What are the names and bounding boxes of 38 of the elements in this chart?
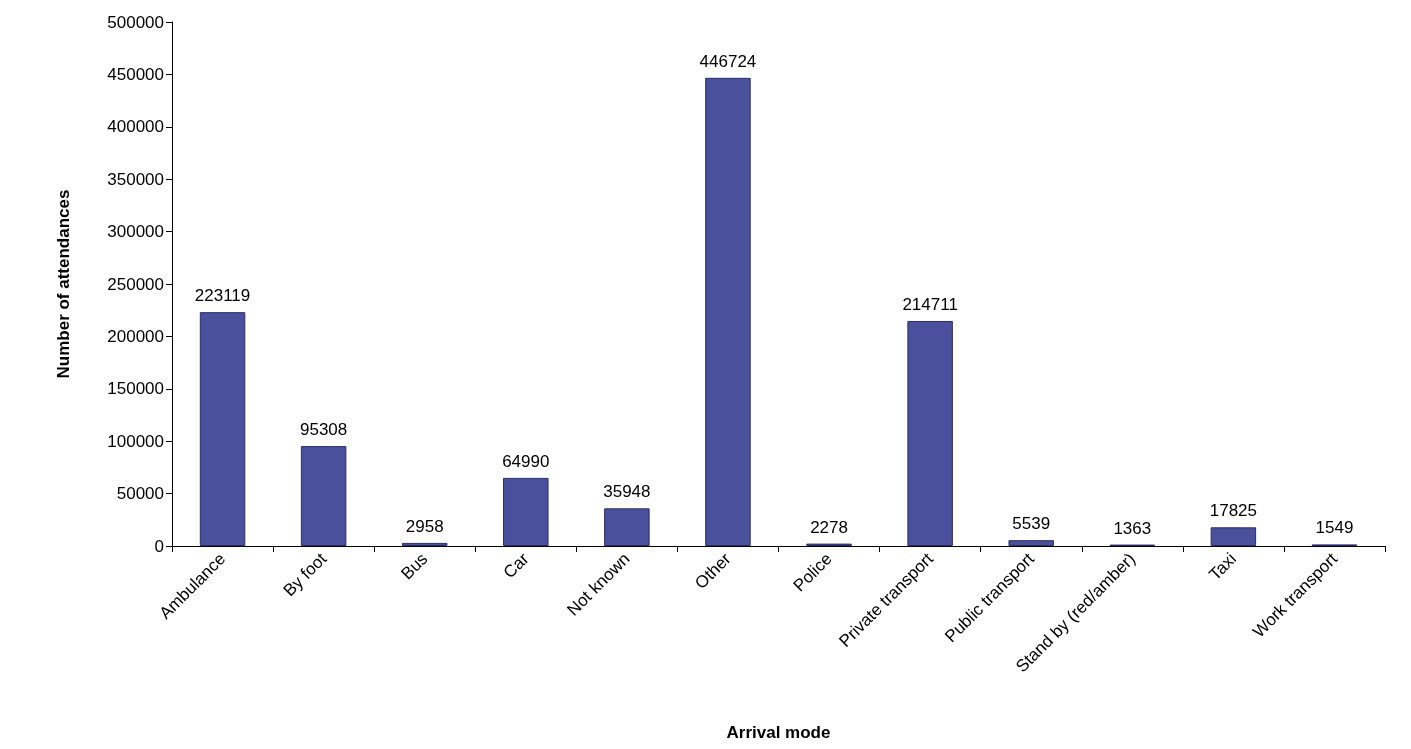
- bar: [503, 477, 549, 546]
- x-axis-title: Arrival mode: [726, 723, 831, 742]
- data-label: 5539: [1012, 514, 1051, 534]
- data-label: 223119: [194, 286, 251, 306]
- y-tick-label: 50000: [116, 484, 164, 504]
- bar: [604, 508, 650, 546]
- data-label: 1549: [1315, 518, 1354, 538]
- bar: [1008, 540, 1054, 546]
- bar: [907, 320, 953, 546]
- data-label: 1363: [1113, 518, 1152, 538]
- y-tick-label: 300000: [107, 222, 164, 242]
- data-label: 2278: [810, 517, 848, 537]
- bar: [401, 542, 448, 546]
- y-tick-label: 500000: [107, 12, 164, 32]
- x-tick-label: By foot: [279, 549, 331, 601]
- data-label: 95308: [299, 420, 348, 440]
- y-tick-label: 150000: [107, 379, 164, 399]
- data-label: 17825: [1209, 501, 1258, 521]
- bar: [705, 77, 751, 546]
- y-tick-label: 250000: [107, 274, 164, 294]
- x-tick-label: Taxi: [1205, 549, 1241, 585]
- bar: [1210, 527, 1257, 546]
- data-label: 214711: [902, 294, 958, 314]
- x-tick-label: Bus: [397, 549, 432, 584]
- bar: [300, 446, 347, 546]
- data-label: 64990: [502, 451, 550, 471]
- y-tick-label: 100000: [107, 431, 164, 451]
- y-axis-title: Number of attendances: [54, 189, 73, 379]
- x-tick-label: Car: [499, 549, 533, 583]
- data-label: 35948: [603, 482, 651, 502]
- y-tick-label: 450000: [107, 64, 164, 84]
- y-tick-label: 0: [154, 536, 164, 556]
- bar: [199, 312, 246, 546]
- y-tick-label: 350000: [107, 169, 164, 189]
- data-label: 446724: [699, 51, 757, 71]
- y-tick-label: 400000: [107, 117, 164, 137]
- y-tick-label: 200000: [107, 326, 164, 346]
- data-label: 2958: [405, 516, 444, 536]
